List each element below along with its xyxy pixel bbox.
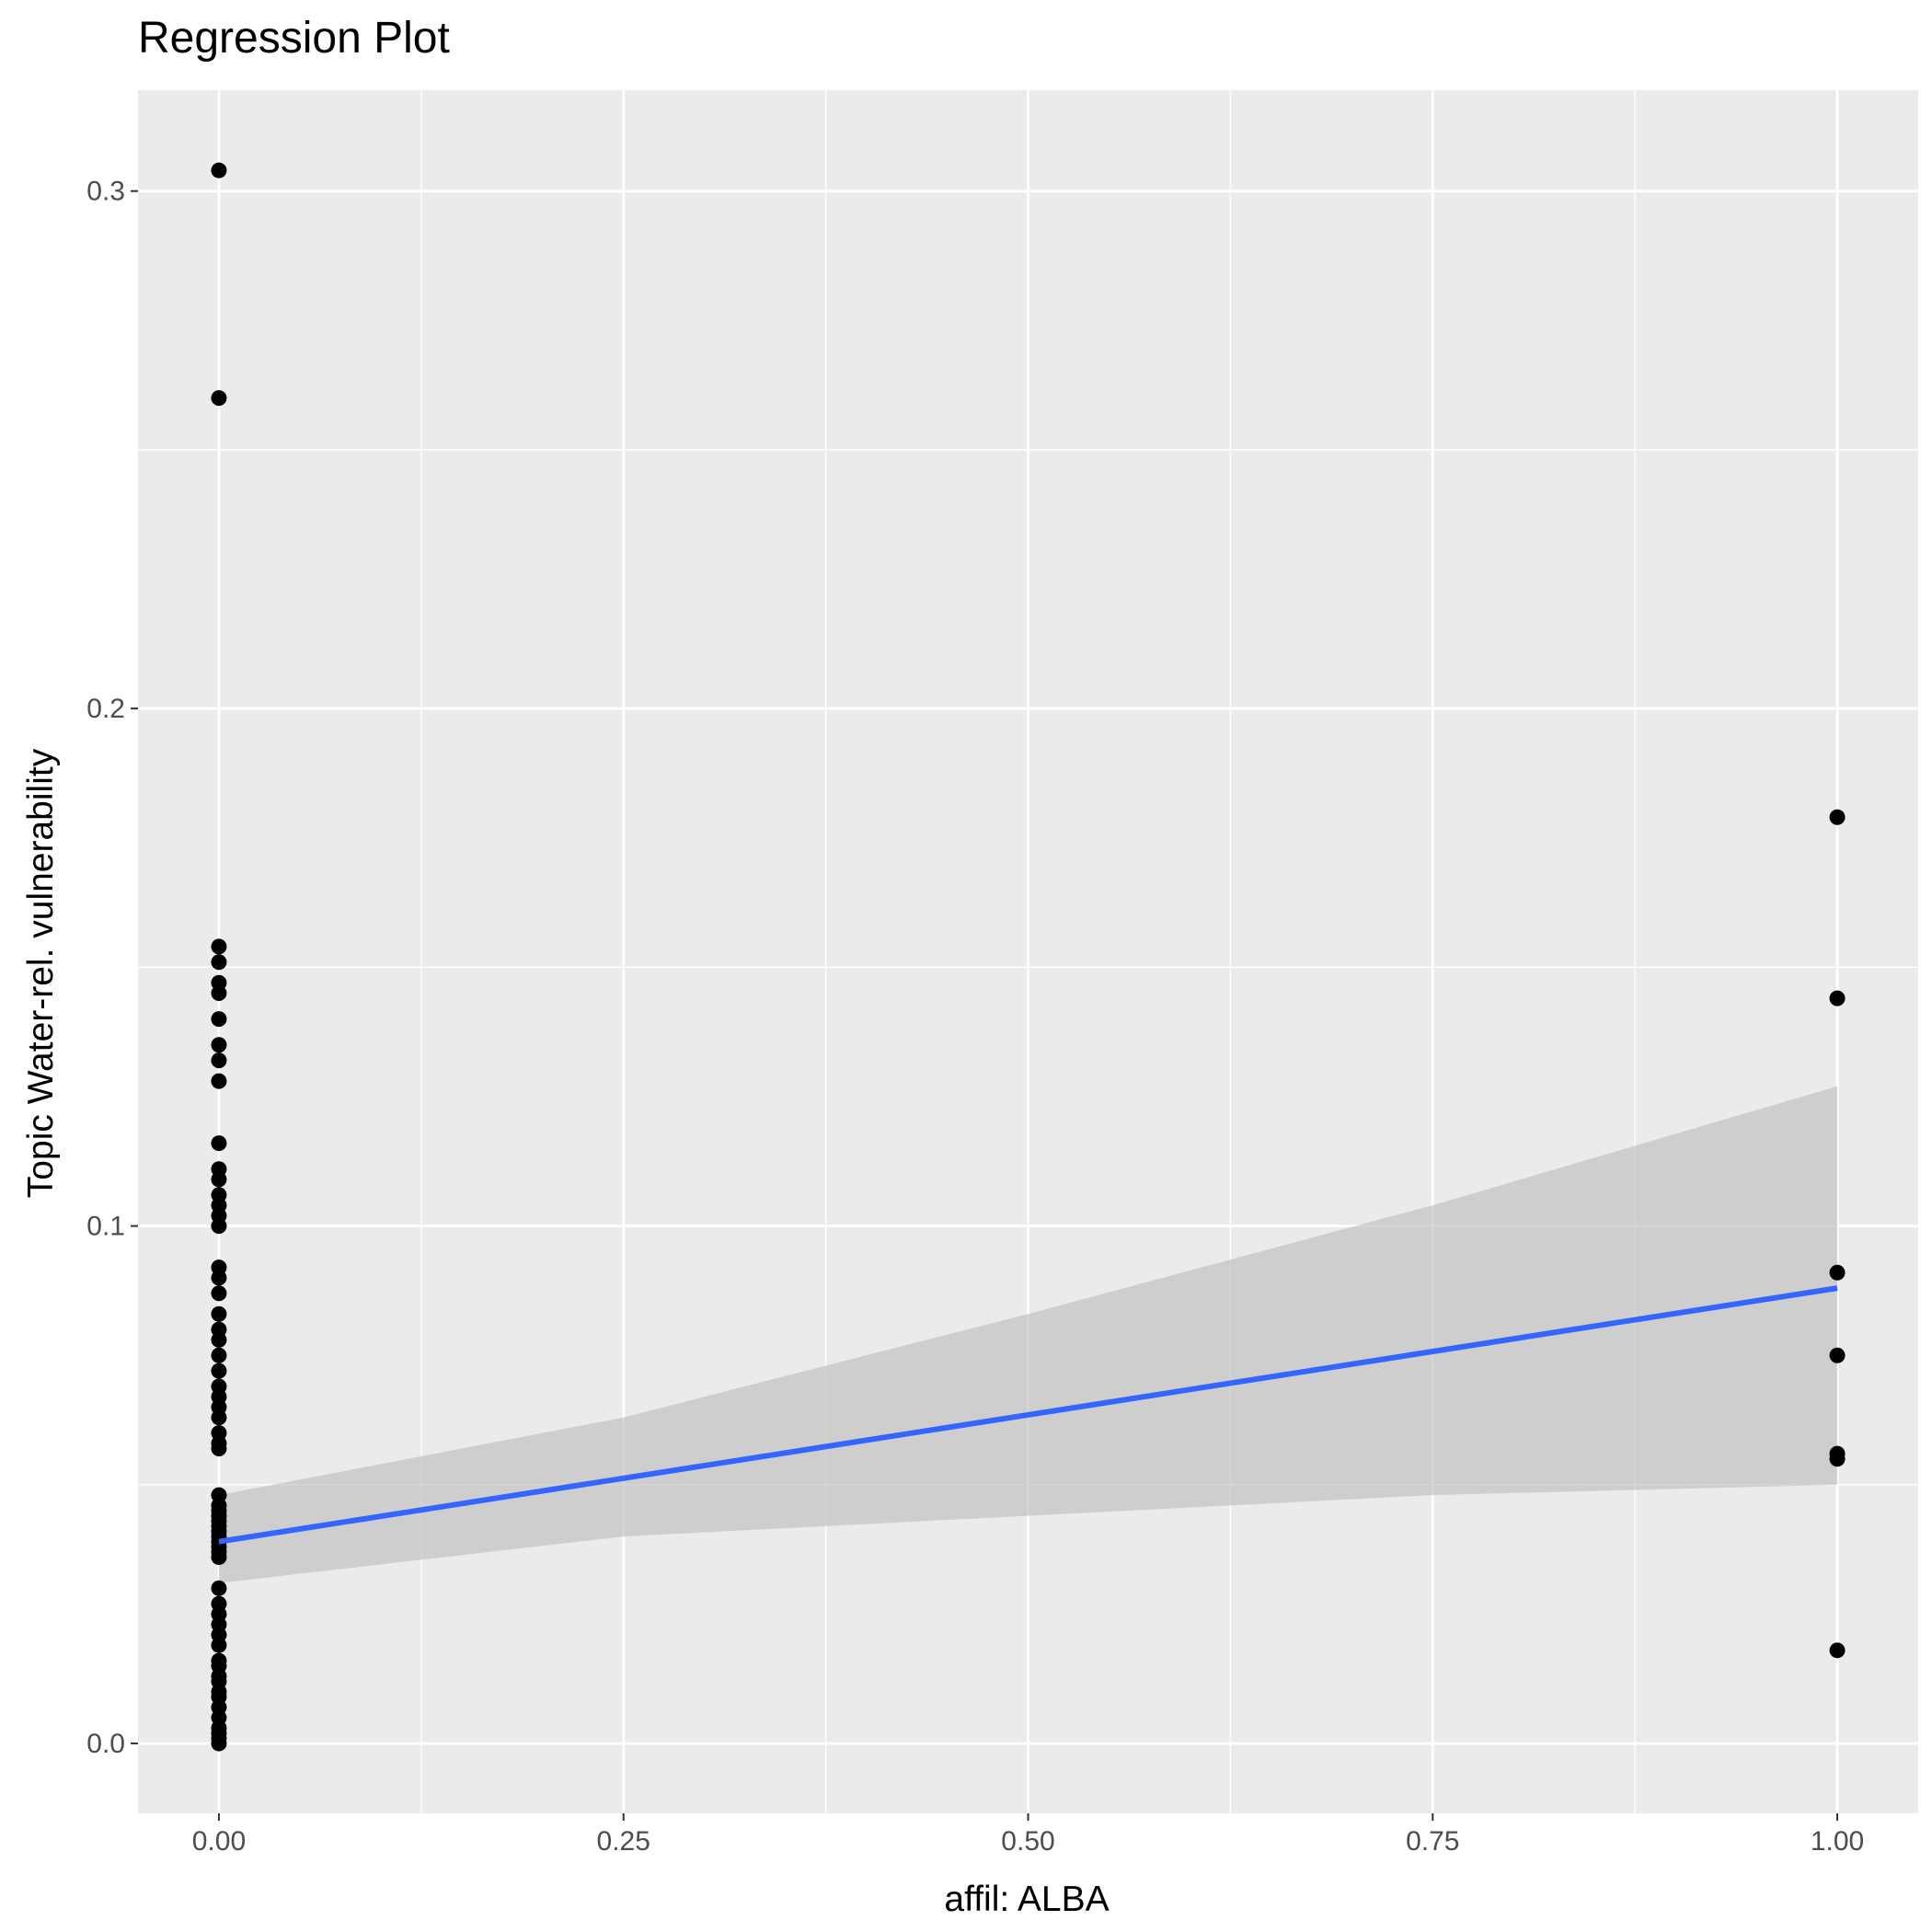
data-point: [1829, 809, 1846, 825]
data-point: [1829, 990, 1846, 1006]
data-point: [211, 954, 227, 971]
chart-title: Regression Plot: [138, 14, 450, 63]
y-tick-label: 0.0: [86, 1729, 125, 1759]
data-point: [211, 1270, 227, 1286]
y-tick-label: 0.3: [86, 177, 125, 207]
data-point: [211, 1135, 227, 1152]
data-point: [211, 1409, 227, 1426]
data-point: [1829, 1347, 1846, 1363]
y-tick-label: 0.2: [86, 694, 125, 724]
regression-line: [218, 1285, 1838, 1545]
data-point: [211, 938, 227, 955]
fit-line-layer: [218, 1285, 1838, 1545]
data-point: [211, 1052, 227, 1069]
x-tick-label: 0.50: [1001, 1826, 1054, 1857]
y-axis-title: Topic Water-rel. vulnerability: [21, 748, 61, 1198]
data-point: [211, 1347, 227, 1363]
confidence-band-layer: [218, 1086, 1838, 1583]
y-tick-label: 0.1: [86, 1212, 125, 1242]
confidence-band: [218, 1086, 1838, 1583]
data-point: [211, 1637, 227, 1653]
data-point: [211, 1218, 227, 1235]
data-point: [211, 1735, 227, 1752]
data-point: [211, 1549, 227, 1566]
data-point: [211, 162, 227, 178]
data-point: [211, 1305, 227, 1322]
points-layer: [211, 162, 1846, 1752]
data-point: [211, 1171, 227, 1188]
x-axis: 0.00 0.25 0.50 0.75 1.00: [192, 1813, 1864, 1857]
data-point: [211, 1037, 227, 1053]
x-tick-label: 1.00: [1811, 1826, 1864, 1857]
data-point: [211, 1285, 227, 1302]
data-point: [1829, 1451, 1846, 1467]
data-point: [211, 1331, 227, 1348]
x-axis-title: affil: ALBA: [944, 1880, 1109, 1919]
data-point: [211, 1580, 227, 1596]
data-point: [211, 1011, 227, 1028]
data-point: [211, 1073, 227, 1089]
data-point: [211, 1363, 227, 1379]
data-point: [1829, 1642, 1846, 1659]
data-point: [211, 1440, 227, 1456]
x-tick-label: 0.25: [597, 1826, 650, 1857]
x-tick-label: 0.00: [192, 1826, 246, 1857]
data-point: [1829, 1264, 1846, 1281]
data-point: [211, 390, 227, 407]
y-axis: 0.0 0.1 0.2 0.3: [86, 177, 138, 1759]
x-tick-label: 0.75: [1406, 1826, 1459, 1857]
data-point: [211, 984, 227, 1001]
